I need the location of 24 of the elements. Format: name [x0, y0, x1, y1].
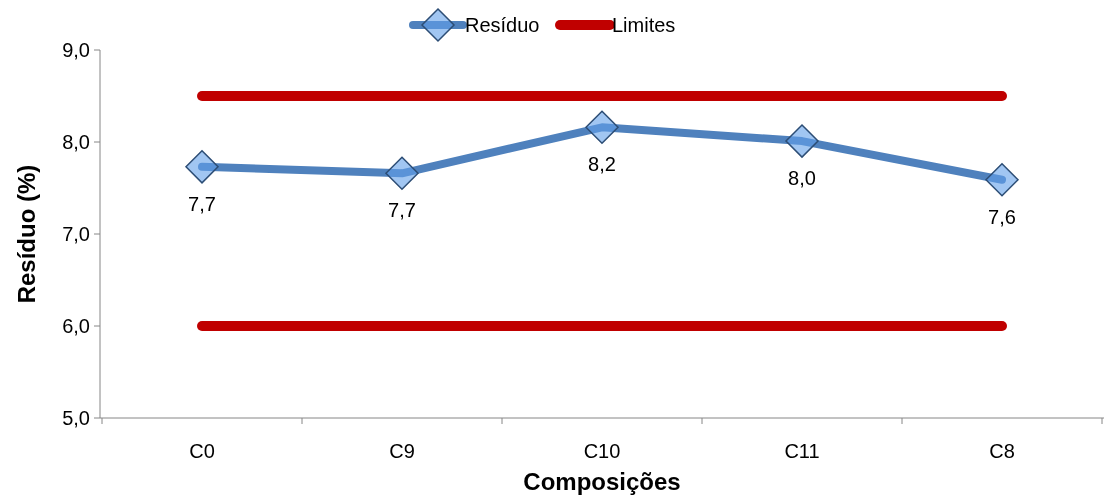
y-axis-title: Resíduo (%) — [13, 164, 40, 304]
x-axis-title: Composições — [523, 468, 681, 495]
data-label: 8,2 — [588, 153, 616, 176]
x-tick-label: C11 — [784, 440, 820, 462]
y-tick-label: 9,0 — [62, 39, 90, 61]
point — [585, 110, 619, 145]
point — [385, 156, 419, 191]
x-tick-label: C10 — [583, 440, 621, 462]
y-tick-label: 5,0 — [62, 407, 90, 429]
x-tick-label: C8 — [989, 440, 1015, 462]
y-tick-label: 7,0 — [62, 223, 90, 245]
data-label: 7,6 — [988, 205, 1016, 228]
data-label: 7,7 — [388, 199, 416, 222]
x-tick-label: C0 — [189, 440, 215, 462]
legend-label: Resíduo — [465, 14, 540, 36]
point — [785, 124, 819, 158]
point — [985, 162, 1019, 197]
data-label: 8,0 — [788, 167, 816, 190]
y-tick-label: 6,0 — [62, 315, 90, 337]
y-tick-label: 8,0 — [62, 131, 90, 153]
x-tick-label: C9 — [389, 440, 415, 462]
legend-label: Limites — [612, 14, 676, 36]
point — [185, 150, 219, 184]
data-label: 7,7 — [188, 192, 216, 215]
